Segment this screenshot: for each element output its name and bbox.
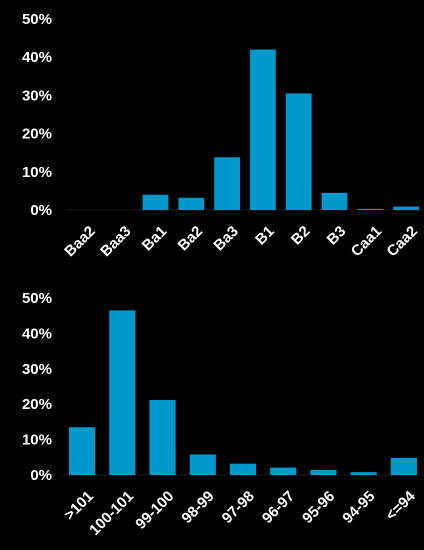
x-tick-label: 99-100 bbox=[132, 488, 177, 533]
y-tick-label: 10% bbox=[22, 432, 52, 449]
bar bbox=[390, 458, 417, 475]
x-tick-label: Caa1 bbox=[348, 223, 385, 260]
x-tick-label: <=94 bbox=[383, 487, 420, 524]
x-tick-label: 96-97 bbox=[259, 488, 298, 527]
x-tick-label: B2 bbox=[288, 223, 314, 249]
bar bbox=[393, 206, 419, 210]
bar bbox=[357, 208, 384, 210]
bar bbox=[310, 470, 337, 475]
bar bbox=[285, 93, 312, 210]
y-tick-label: 50% bbox=[22, 11, 52, 28]
x-tick-label: 95-96 bbox=[299, 488, 338, 527]
x-tick-label: Baa2 bbox=[61, 223, 98, 260]
x-tick-label: B1 bbox=[252, 223, 278, 249]
bar bbox=[214, 157, 240, 210]
y-tick-label: 30% bbox=[22, 87, 52, 104]
bar bbox=[109, 310, 136, 475]
x-tick-label: 97-98 bbox=[219, 488, 258, 527]
y-tick-label: 30% bbox=[22, 361, 52, 378]
y-tick-label: 0% bbox=[30, 202, 52, 219]
bar bbox=[142, 194, 169, 210]
y-tick-label: 10% bbox=[22, 164, 52, 181]
y-tick-label: 50% bbox=[22, 290, 52, 307]
y-tick-label: 20% bbox=[22, 126, 52, 143]
x-tick-label: 100-101 bbox=[86, 488, 137, 539]
bar bbox=[149, 399, 176, 475]
bar bbox=[250, 49, 276, 211]
y-tick-label: 20% bbox=[22, 396, 52, 413]
x-tick-label: Caa2 bbox=[384, 223, 421, 260]
bar bbox=[69, 427, 96, 475]
x-tick-label: >101 bbox=[61, 488, 97, 524]
x-tick-label: Ba1 bbox=[139, 223, 170, 254]
bar bbox=[229, 463, 257, 475]
y-tick-label: 0% bbox=[30, 467, 52, 484]
bar bbox=[321, 192, 348, 210]
y-tick-label: 40% bbox=[22, 49, 52, 66]
x-tick-label: Baa3 bbox=[97, 223, 134, 260]
bar bbox=[270, 467, 297, 475]
x-tick-label: Ba2 bbox=[175, 223, 206, 254]
bar bbox=[350, 472, 377, 475]
x-tick-label: 94-95 bbox=[339, 488, 378, 527]
y-tick-label: 40% bbox=[22, 325, 52, 342]
bar bbox=[189, 454, 216, 475]
bar bbox=[178, 197, 205, 210]
x-tick-label: 98-99 bbox=[178, 488, 217, 527]
x-tick-label: Ba3 bbox=[210, 223, 241, 254]
x-tick-label: B3 bbox=[324, 223, 350, 249]
